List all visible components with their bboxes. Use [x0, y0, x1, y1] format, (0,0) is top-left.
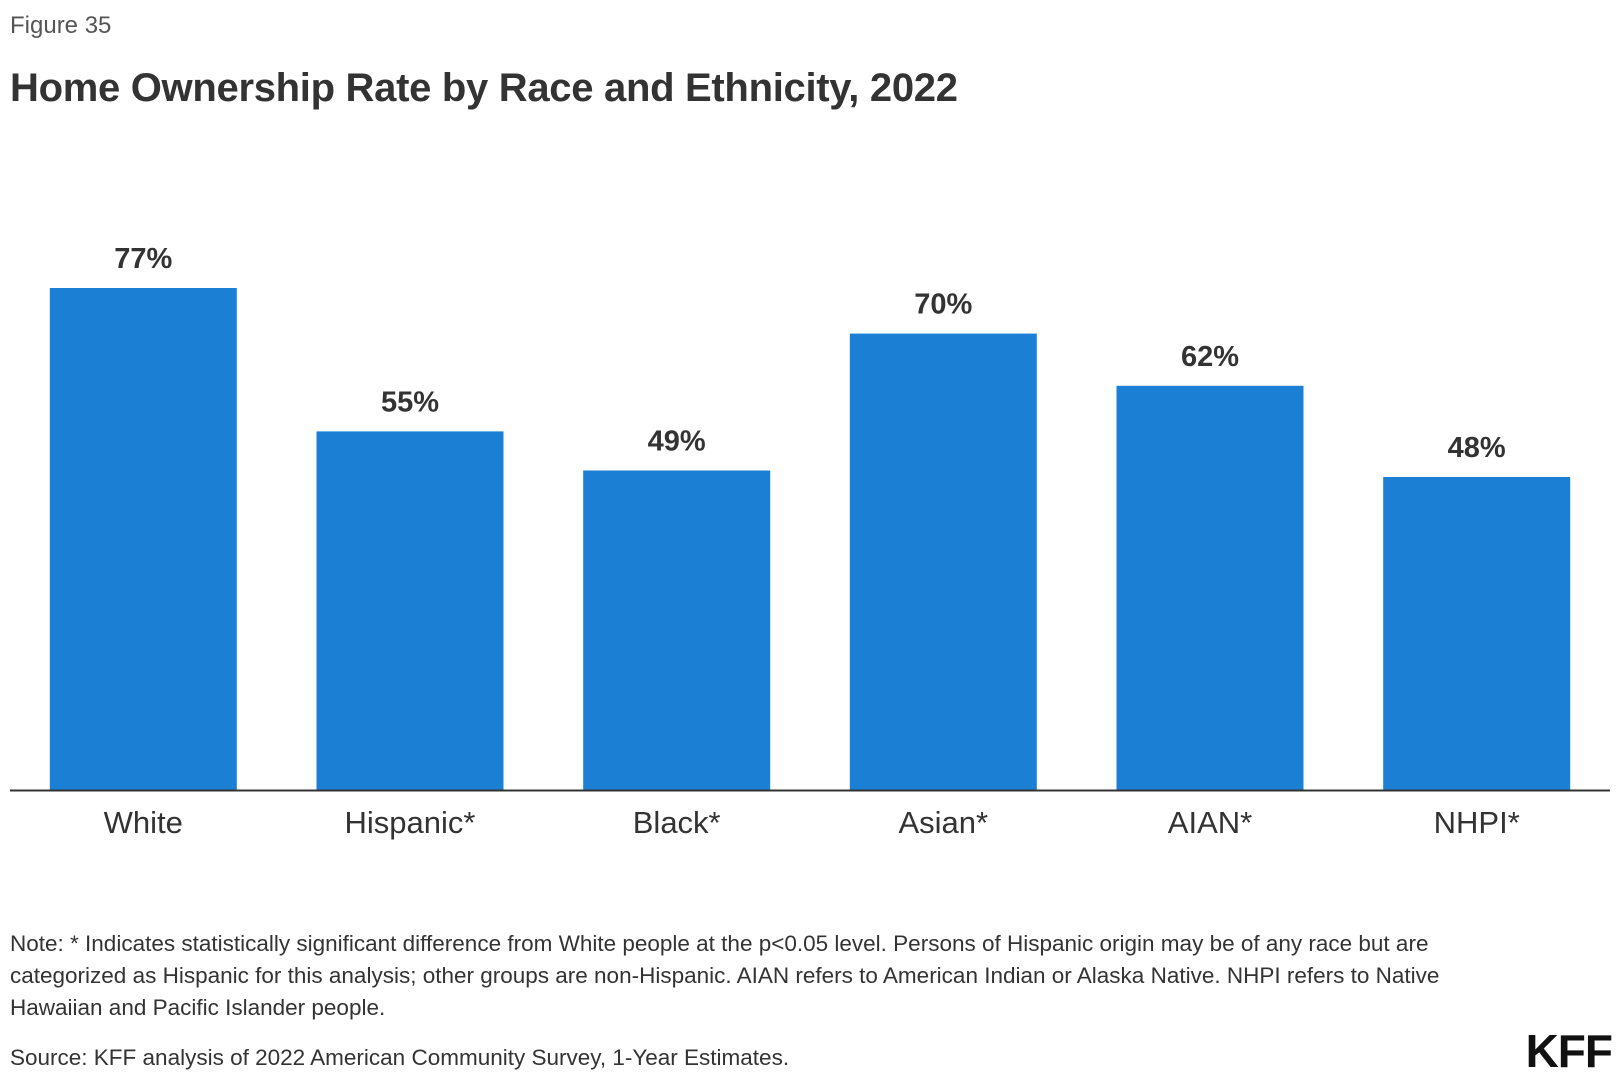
- bar-black: [583, 470, 771, 790]
- bar-white: [49, 288, 237, 790]
- x-tick-label: Asian*: [898, 805, 988, 840]
- data-label: 70%: [914, 289, 972, 321]
- bar-hispanic: [316, 431, 504, 790]
- data-label: 49%: [648, 426, 706, 458]
- bar-chart: 77% White 55% Hispanic* 49% Black* 70% Asian* 62…: [0, 200, 1620, 860]
- bar-asian: [849, 333, 1037, 790]
- chart-title: Home Ownership Rate by Race and Ethnicit…: [10, 66, 958, 110]
- data-label: 48%: [1448, 432, 1506, 464]
- x-tick-label: NHPI*: [1434, 805, 1520, 840]
- chart-source: Source: KFF analysis of 2022 American Co…: [10, 1045, 790, 1070]
- figure-label: Figure 35: [10, 12, 112, 39]
- bar-chart-svg: 77% White 55% Hispanic* 49% Black* 70% Asian* 62…: [10, 243, 1610, 840]
- x-tick-label: AIAN*: [1168, 805, 1252, 840]
- data-label: 62%: [1181, 341, 1239, 373]
- bar-aian: [1116, 385, 1304, 790]
- x-tick-label: White: [104, 805, 183, 840]
- x-tick-label: Black*: [633, 805, 721, 840]
- bar-nhpi: [1383, 477, 1571, 790]
- data-label: 55%: [381, 386, 439, 418]
- chart-note: Note: * Indicates statistically signific…: [10, 931, 1440, 1020]
- kff-logo: KFF: [1525, 1025, 1613, 1077]
- data-label: 77%: [114, 243, 172, 275]
- x-tick-label: Hispanic*: [345, 805, 476, 840]
